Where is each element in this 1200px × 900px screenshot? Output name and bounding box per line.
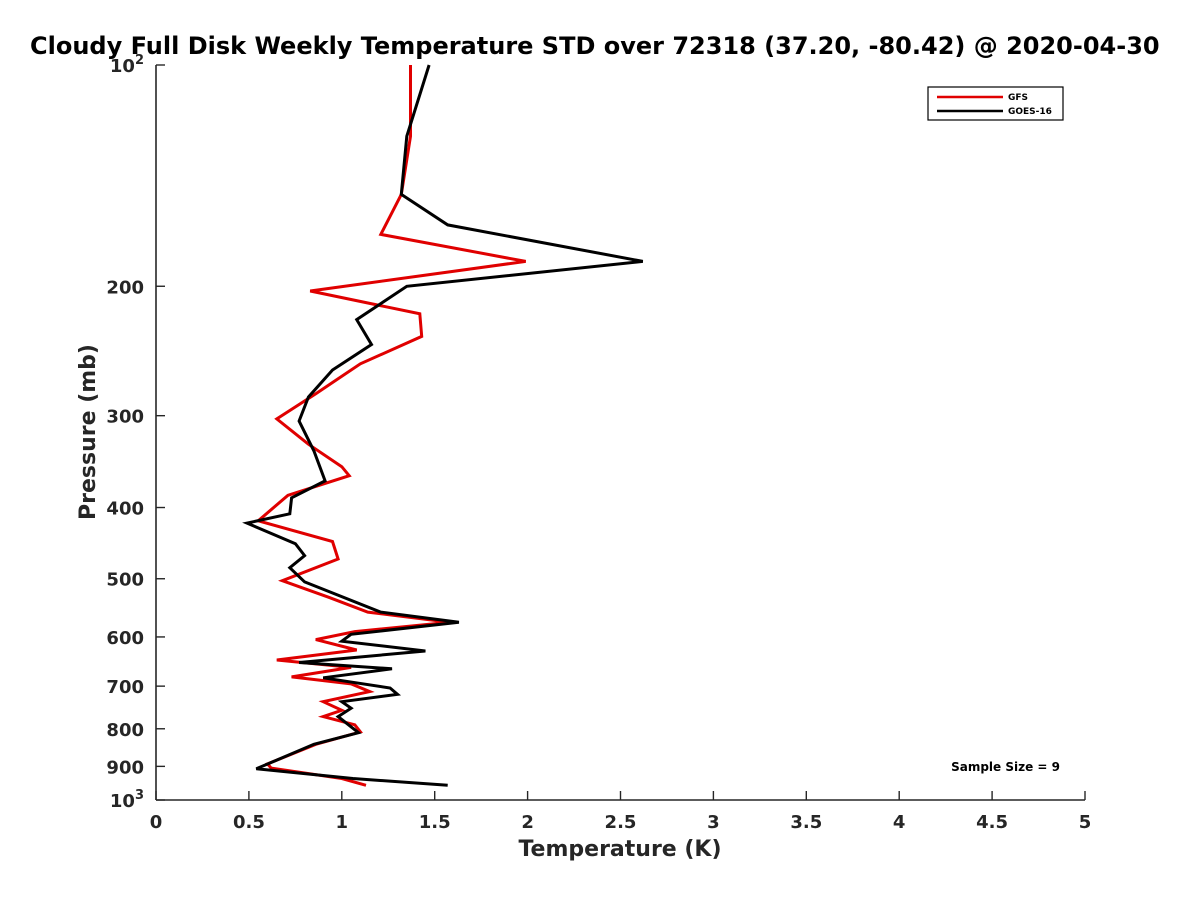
y-tick-label: 500	[106, 570, 144, 591]
series-line-goes-16	[242, 64, 644, 787]
y-tick-label: 200	[106, 277, 144, 298]
series-line-gfs	[255, 65, 526, 787]
chart-title: Cloudy Full Disk Weekly Temperature STD …	[30, 32, 1160, 60]
legend-label: GOES-16	[1008, 107, 1052, 117]
x-tick-label: 2.5	[605, 812, 637, 833]
x-tick-label: 1.5	[419, 812, 451, 833]
y-axis-label: Pressure (mb)	[76, 344, 101, 520]
y-tick-label: 900	[106, 757, 144, 778]
x-axis-ticks: 0 0.5 1 1.5 2 2.5 3 3.5 4 4.5 5	[150, 791, 1092, 833]
y-tick-label: 102	[110, 53, 144, 77]
x-tick-label: 2	[521, 812, 534, 833]
legend-box	[927, 86, 1064, 121]
sample-size-annotation: Sample Size = 9	[951, 760, 1060, 774]
y-tick-label: 600	[106, 628, 144, 649]
y-tick-label: 300	[106, 407, 144, 428]
x-tick-label: 0.5	[233, 812, 265, 833]
y-tick-label: 400	[106, 499, 144, 520]
x-tick-label: 0	[150, 812, 163, 833]
legend-label: GFS	[1008, 93, 1028, 103]
x-tick-label: 4.5	[976, 812, 1008, 833]
y-tick-exponent: 3	[135, 788, 144, 803]
x-tick-label: 3.5	[790, 812, 822, 833]
x-axis-label: Temperature (K)	[518, 837, 721, 862]
y-tick-label: 700	[106, 677, 144, 698]
x-tick-label: 3	[707, 812, 720, 833]
x-tick-label: 1	[336, 812, 349, 833]
y-tick-base: 10	[110, 56, 135, 77]
y-tick-base: 10	[110, 791, 135, 812]
y-tick-exponent: 2	[135, 53, 144, 68]
legend: GFS GOES-16	[927, 86, 1064, 121]
series-lines	[242, 64, 644, 787]
x-tick-label: 5	[1079, 812, 1092, 833]
y-tick-label: 800	[106, 720, 144, 741]
y-tick-label: 103	[110, 788, 144, 812]
x-tick-label: 4	[893, 812, 906, 833]
